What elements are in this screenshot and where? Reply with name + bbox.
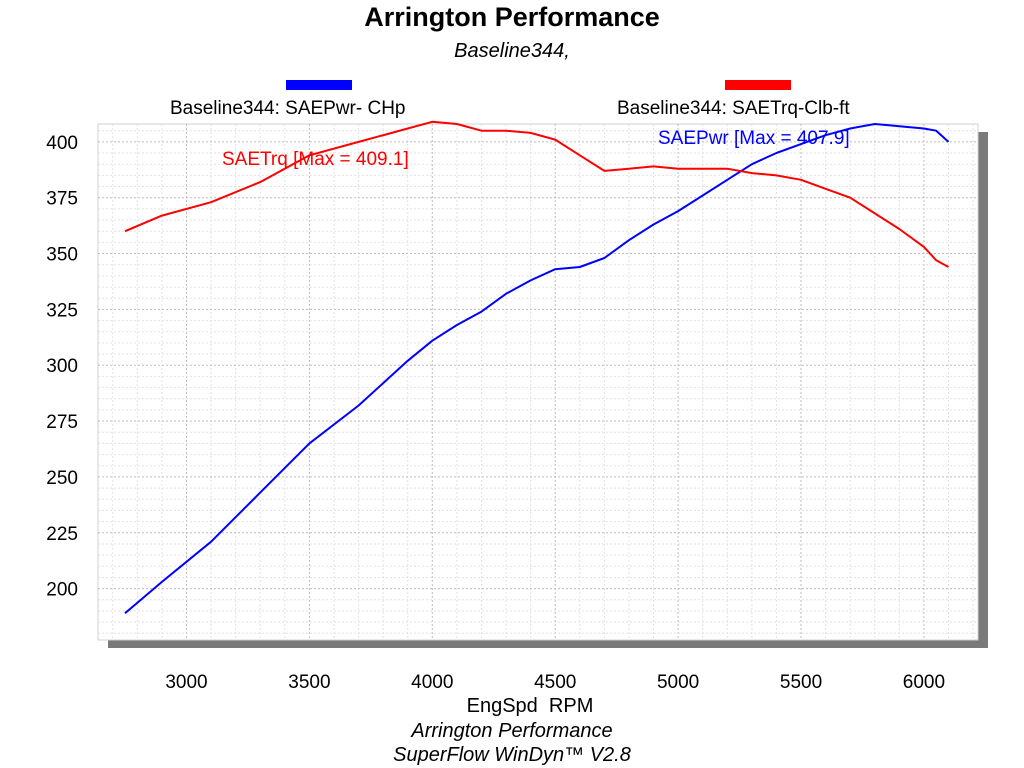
legend-swatch-power bbox=[286, 80, 352, 90]
chart-title: Arrington Performance bbox=[364, 2, 660, 32]
x-tick-label: 5500 bbox=[780, 672, 822, 693]
chart-subtitle: Baseline344, bbox=[454, 40, 570, 62]
y-tick-label: 225 bbox=[46, 524, 78, 545]
legend-label-power: Baseline344: SAEPwr- CHp bbox=[170, 98, 406, 119]
y-tick-label: 200 bbox=[46, 580, 78, 601]
plot-area bbox=[97, 123, 979, 641]
annotation-torque-max: SAETrq [Max = 409.1] bbox=[222, 149, 409, 170]
legend-swatch-torque bbox=[725, 80, 791, 90]
x-tick-label: 6000 bbox=[903, 672, 945, 693]
x-tick-label: 4500 bbox=[534, 672, 576, 693]
y-tick-label: 250 bbox=[46, 468, 78, 489]
y-tick-label: 350 bbox=[46, 245, 78, 266]
footer-line2: SuperFlow WinDyn™ V2.8 bbox=[393, 744, 631, 766]
legend-label-torque: Baseline344: SAETrq-Clb-ft bbox=[617, 98, 850, 119]
y-tick-label: 400 bbox=[46, 133, 78, 154]
x-tick-label: 3000 bbox=[165, 672, 207, 693]
footer-line1: Arrington Performance bbox=[411, 720, 613, 742]
x-tick-label: 4000 bbox=[411, 672, 453, 693]
y-tick-label: 325 bbox=[46, 300, 78, 321]
x-axis-label: EngSpd RPM bbox=[467, 695, 594, 717]
series-line-torque bbox=[124, 120, 949, 268]
x-tick-label: 3500 bbox=[288, 672, 330, 693]
x-tick-label: 5000 bbox=[657, 672, 699, 693]
y-tick-label: 275 bbox=[46, 412, 78, 433]
annotation-power-max: SAEPwr [Max = 407.9] bbox=[658, 128, 850, 149]
y-tick-label: 300 bbox=[46, 356, 78, 377]
y-tick-label: 375 bbox=[46, 189, 78, 210]
series-line-power bbox=[124, 123, 950, 614]
